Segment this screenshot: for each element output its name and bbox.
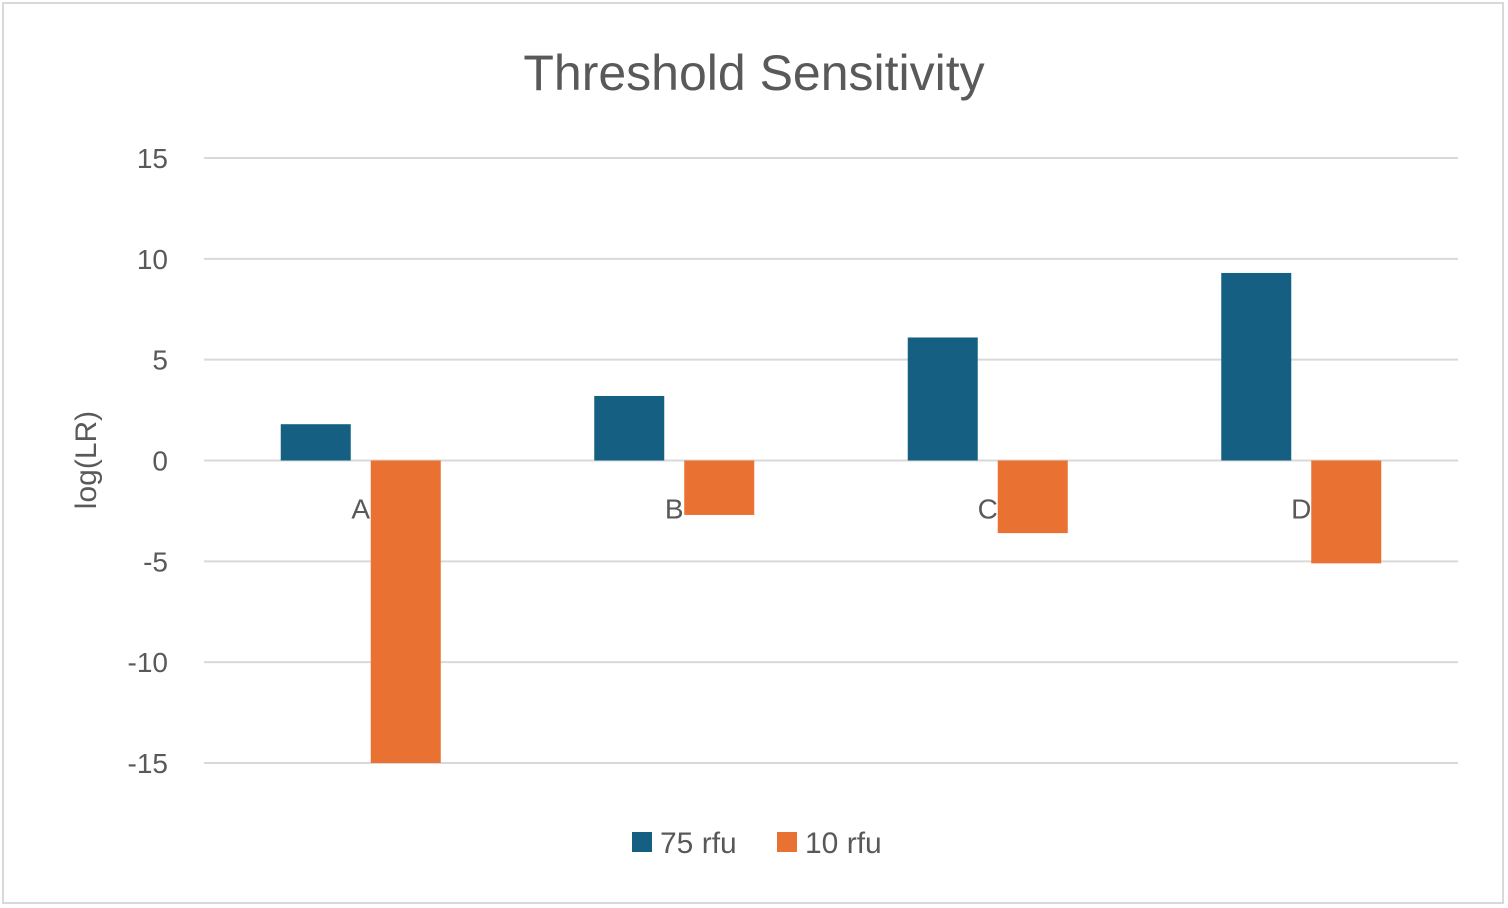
bars	[280, 272, 1382, 763]
category-label: C	[978, 494, 998, 525]
legend-label: 75 rfu	[660, 827, 737, 860]
bar-10-rfu-D	[1311, 460, 1382, 564]
bar-75-rfu-A	[280, 424, 351, 461]
legend: 75 rfu 10 rfu	[632, 827, 882, 860]
y-tick-label: 5	[152, 345, 168, 376]
legend-swatch	[632, 832, 652, 852]
bar-75-rfu-D	[1221, 272, 1292, 461]
legend-label: 10 rfu	[805, 827, 882, 860]
category-label: B	[665, 494, 684, 525]
legend-swatch	[777, 832, 797, 852]
y-tick-label: 15	[137, 143, 168, 174]
bar-10-rfu-C	[997, 460, 1068, 534]
y-axis-ticks: 15 10 5 0 -5 -10 -15	[128, 143, 168, 779]
category-label: A	[351, 494, 370, 525]
category-label: D	[1291, 494, 1311, 525]
y-tick-label: -10	[128, 647, 168, 678]
y-tick-label: -5	[143, 546, 168, 577]
bar-10-rfu-A	[370, 460, 441, 763]
chart-title: Threshold Sensitivity	[523, 45, 984, 101]
y-tick-label: 10	[137, 244, 168, 275]
y-axis-title: log(LR)	[70, 411, 103, 509]
bar-10-rfu-B	[684, 460, 755, 515]
category-labels: A B C D	[351, 494, 1311, 525]
y-tick-label: 0	[152, 446, 168, 477]
bar-75-rfu-C	[907, 337, 978, 461]
y-tick-label: -15	[128, 748, 168, 779]
bar-75-rfu-B	[594, 395, 665, 461]
